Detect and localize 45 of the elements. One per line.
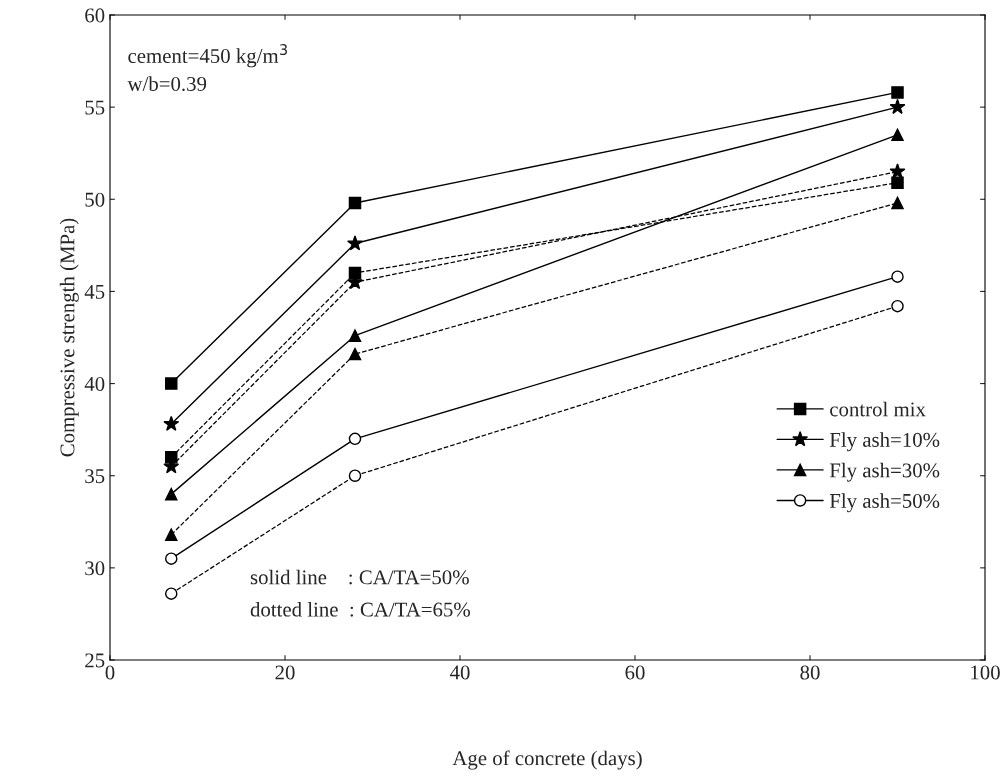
point	[164, 377, 178, 390]
point	[164, 451, 178, 464]
point	[164, 487, 178, 501]
y-tick-label: 60	[85, 8, 105, 23]
x-axis-title: Age of concrete (days)	[452, 750, 642, 770]
point	[164, 528, 178, 541]
point	[891, 128, 904, 142]
legend-label: Fly ash=50%	[829, 493, 940, 513]
y-tick-label: 25	[85, 653, 105, 668]
y-axis-title: Compressive strength (MPa)	[59, 218, 79, 457]
legend-label: control mix	[830, 401, 926, 417]
y-tick-label: 35	[85, 469, 105, 484]
legend-label: Fly ash=10%	[829, 432, 940, 452]
point	[889, 98, 906, 115]
point	[891, 196, 904, 210]
point	[348, 469, 362, 482]
point	[347, 235, 363, 251]
point	[891, 86, 904, 99]
legend-label: Fly ash=30%	[829, 462, 940, 482]
annotation: solid line : CA/TA=50%	[250, 569, 469, 585]
y-tick-label: 45	[84, 284, 105, 299]
annotation: dotted line : CA/TA=65%	[250, 601, 470, 617]
y-tick-label: 50	[85, 192, 105, 207]
point	[348, 196, 362, 210]
point	[891, 270, 904, 283]
x-tick-label: 0	[105, 665, 115, 680]
point	[348, 432, 362, 446]
point	[348, 329, 362, 342]
annotation: w/b=0.39	[127, 76, 207, 92]
y-tick-label: 55	[85, 100, 105, 115]
x-tick-label: 40	[449, 665, 470, 680]
point	[164, 587, 178, 600]
y-tick-label: 30	[85, 561, 105, 576]
point	[348, 347, 362, 361]
point	[891, 176, 904, 189]
point	[891, 299, 904, 313]
x-tick-label: 20	[275, 665, 295, 680]
point	[163, 415, 180, 431]
x-tick-label: 100	[971, 665, 1000, 680]
point	[889, 163, 906, 179]
point	[164, 552, 178, 565]
x-tick-label: 80	[800, 665, 820, 680]
annotation: cement=450 kg/m$^{3}$	[128, 44, 287, 68]
y-tick-label: 40	[84, 376, 105, 391]
x-tick-label: 60	[625, 665, 645, 680]
